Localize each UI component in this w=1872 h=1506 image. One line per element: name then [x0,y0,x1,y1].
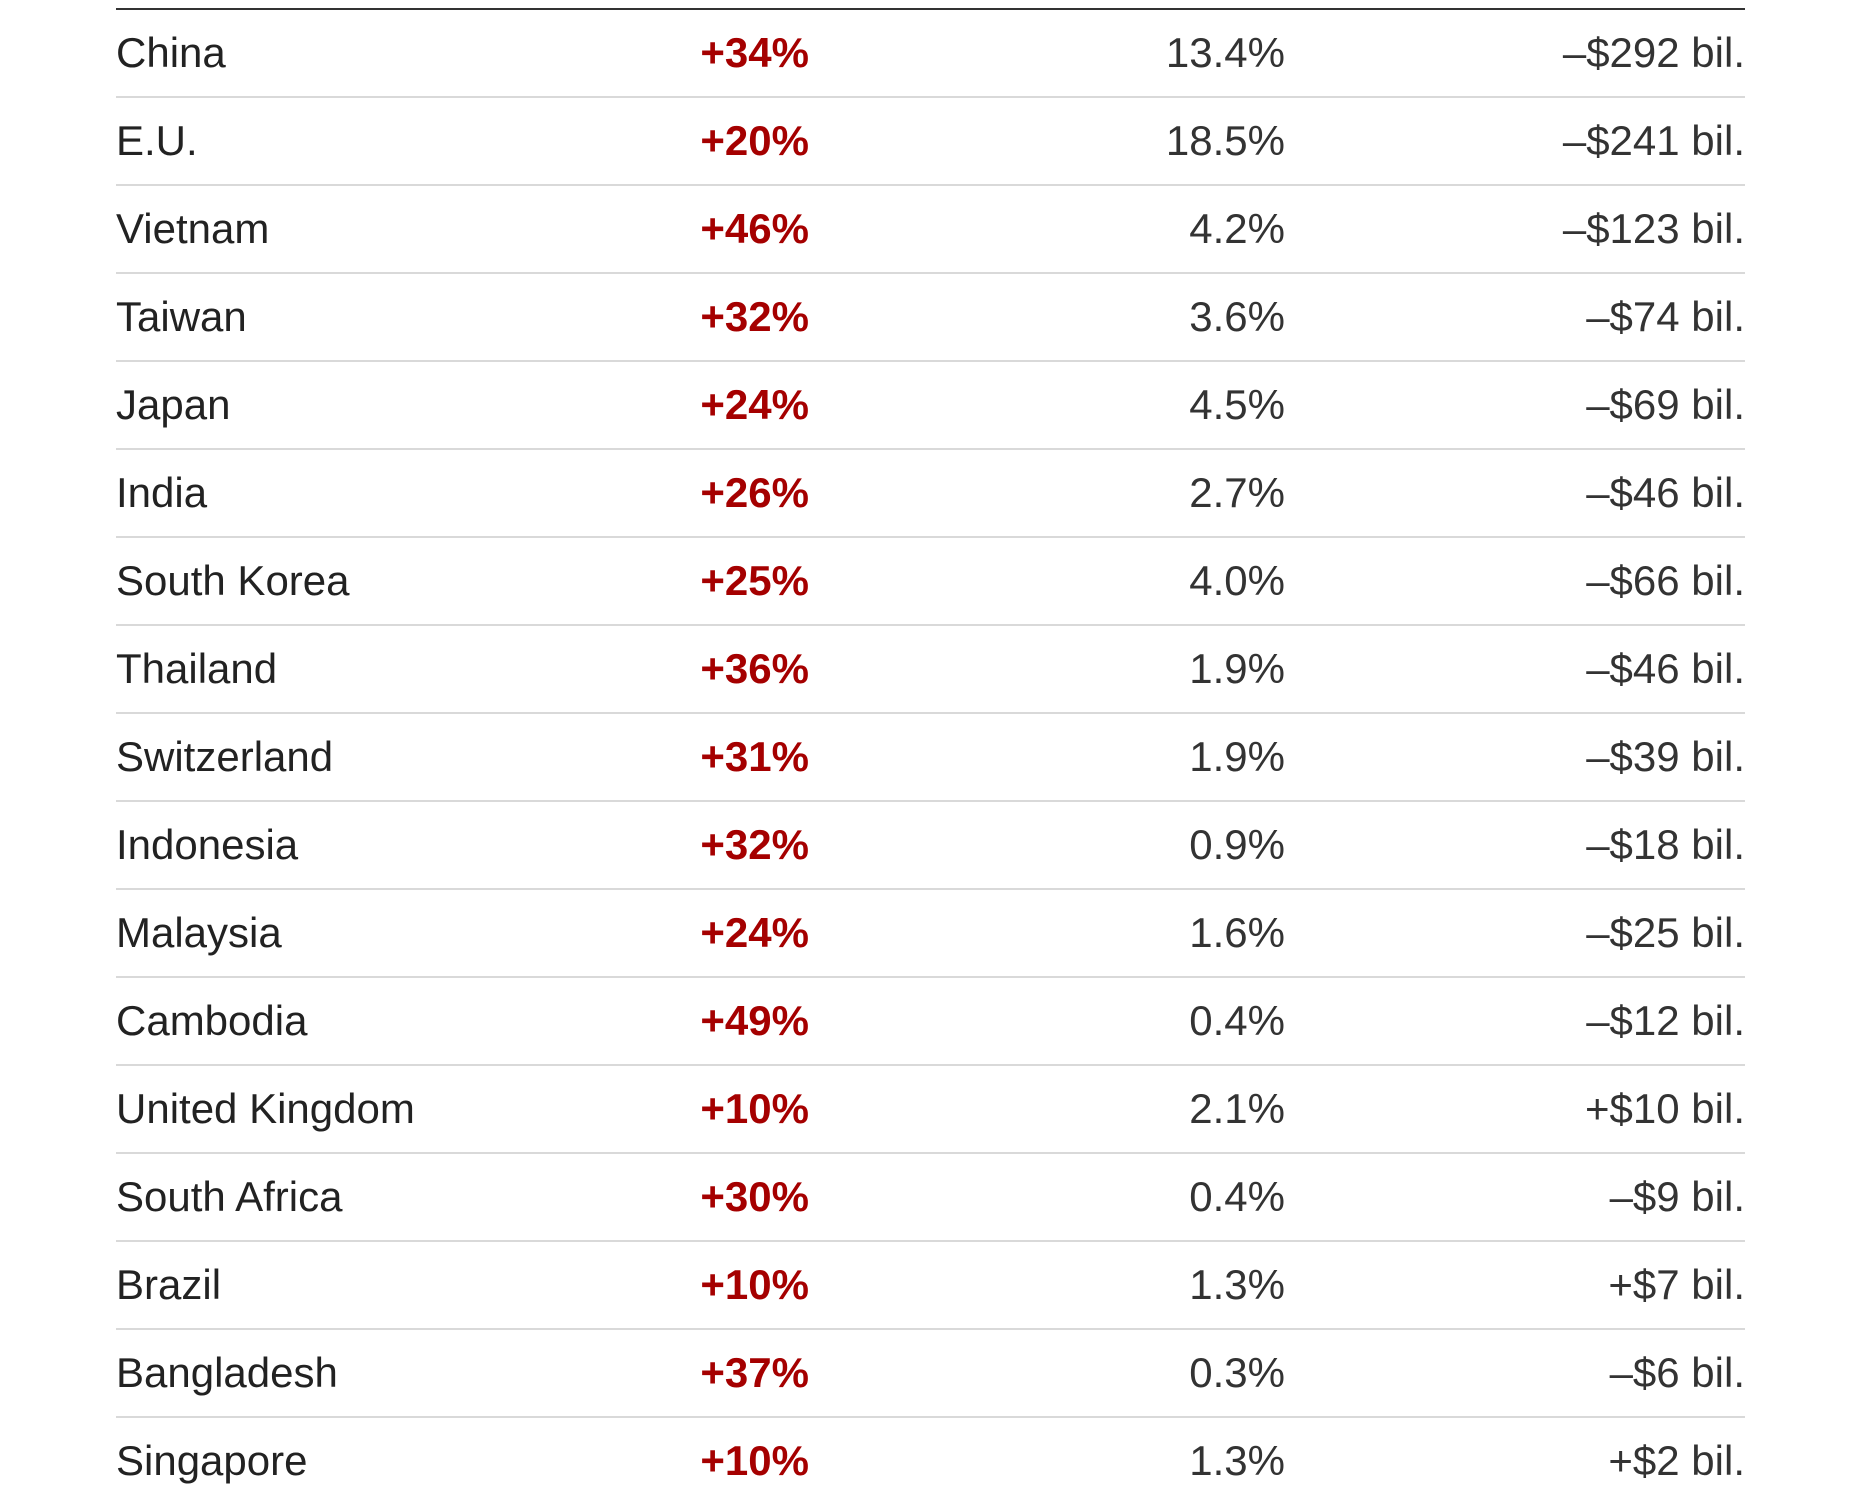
table-row: Switzerland +31% 1.9% –$39 bil. [116,714,1745,802]
share-cell: 0.9% [1189,821,1285,868]
tariff-cell: +24% [700,909,809,956]
table-row: South Africa +30% 0.4% –$9 bil. [116,1154,1745,1242]
share-cell: 2.7% [1189,469,1285,516]
share-cell: 0.4% [1189,1173,1285,1220]
table-body: China +34% 13.4% –$292 bil. E.U. +20% 18.5% –$2… [116,10,1745,1506]
table-row: Japan +24% 4.5% –$69 bil. [116,362,1745,450]
share-cell: 13.4% [1165,29,1285,76]
tariff-cell: +10% [700,1085,809,1132]
table-row: Vietnam +46% 4.2% –$123 bil. [116,186,1745,274]
table-row: United Kingdom +10% 2.1% +$10 bil. [116,1066,1745,1154]
balance-cell: –$66 bil. [1586,557,1745,604]
tariff-cell: +20% [700,117,809,164]
tariff-table: China +34% 13.4% –$292 bil. E.U. +20% 18.5% –$2… [116,8,1745,1506]
table-row: South Korea +25% 4.0% –$66 bil. [116,538,1745,626]
tariff-cell: +49% [700,997,809,1044]
country-cell: Singapore [116,1437,308,1484]
country-cell: South Africa [116,1173,343,1220]
share-cell: 4.2% [1189,205,1285,252]
share-cell: 0.3% [1189,1349,1285,1396]
balance-cell: –$123 bil. [1562,205,1745,252]
tariff-cell: +37% [700,1349,809,1396]
table-row: India +26% 2.7% –$46 bil. [116,450,1745,538]
country-cell: Bangladesh [116,1349,338,1396]
balance-cell: +$2 bil. [1608,1437,1745,1484]
share-cell: 1.9% [1189,733,1285,780]
country-cell: Vietnam [116,205,270,252]
share-cell: 0.4% [1189,997,1285,1044]
balance-cell: +$10 bil. [1585,1085,1745,1132]
table-row: Bangladesh +37% 0.3% –$6 bil. [116,1330,1745,1418]
share-cell: 2.1% [1189,1085,1285,1132]
share-cell: 18.5% [1165,117,1285,164]
country-cell: E.U. [116,117,198,164]
share-cell: 1.9% [1189,645,1285,692]
tariff-cell: +46% [700,205,809,252]
tariff-cell: +26% [700,469,809,516]
share-cell: 1.6% [1189,909,1285,956]
table-row: Cambodia +49% 0.4% –$12 bil. [116,978,1745,1066]
country-cell: Brazil [116,1261,222,1308]
balance-cell: –$69 bil. [1586,381,1745,428]
table-row: Singapore +10% 1.3% +$2 bil. [116,1418,1745,1506]
country-cell: Switzerland [116,733,334,780]
tariff-cell: +10% [700,1437,809,1484]
tariff-cell: +34% [700,29,809,76]
table-top-rule [116,8,1745,10]
table-row: Thailand +36% 1.9% –$46 bil. [116,626,1745,714]
table-row: Indonesia +32% 0.9% –$18 bil. [116,802,1745,890]
country-cell: Cambodia [116,997,308,1044]
country-cell: South Korea [116,557,350,604]
country-cell: India [116,469,208,516]
share-cell: 4.5% [1189,381,1285,428]
tariff-cell: +36% [700,645,809,692]
table-row: China +34% 13.4% –$292 bil. [116,10,1745,98]
country-cell: Japan [116,381,231,428]
table-row: E.U. +20% 18.5% –$241 bil. [116,98,1745,186]
balance-cell: –$46 bil. [1586,645,1745,692]
country-cell: United Kingdom [116,1085,415,1132]
tariff-cell: +30% [700,1173,809,1220]
country-cell: Indonesia [116,821,299,868]
share-cell: 4.0% [1189,557,1285,604]
table-row: Malaysia +24% 1.6% –$25 bil. [116,890,1745,978]
balance-cell: –$9 bil. [1609,1173,1745,1220]
share-cell: 1.3% [1189,1437,1285,1484]
balance-cell: +$7 bil. [1608,1261,1745,1308]
balance-cell: –$25 bil. [1586,909,1745,956]
balance-cell: –$241 bil. [1562,117,1745,164]
balance-cell: –$6 bil. [1609,1349,1745,1396]
country-cell: Malaysia [116,909,282,956]
tariff-cell: +10% [700,1261,809,1308]
balance-cell: –$74 bil. [1586,293,1745,340]
tariff-cell: +25% [700,557,809,604]
tariff-cell: +24% [700,381,809,428]
table-row: Brazil +10% 1.3% +$7 bil. [116,1242,1745,1330]
balance-cell: –$18 bil. [1586,821,1745,868]
country-cell: Taiwan [116,293,247,340]
balance-cell: –$39 bil. [1586,733,1745,780]
table-row: Taiwan +32% 3.6% –$74 bil. [116,274,1745,362]
country-cell: Thailand [116,645,278,692]
balance-cell: –$46 bil. [1586,469,1745,516]
share-cell: 1.3% [1189,1261,1285,1308]
balance-cell: –$12 bil. [1586,997,1745,1044]
share-cell: 3.6% [1189,293,1285,340]
tariff-cell: +31% [700,733,809,780]
country-cell: China [116,29,226,76]
tariff-cell: +32% [700,293,809,340]
balance-cell: –$292 bil. [1562,29,1745,76]
tariff-cell: +32% [700,821,809,868]
